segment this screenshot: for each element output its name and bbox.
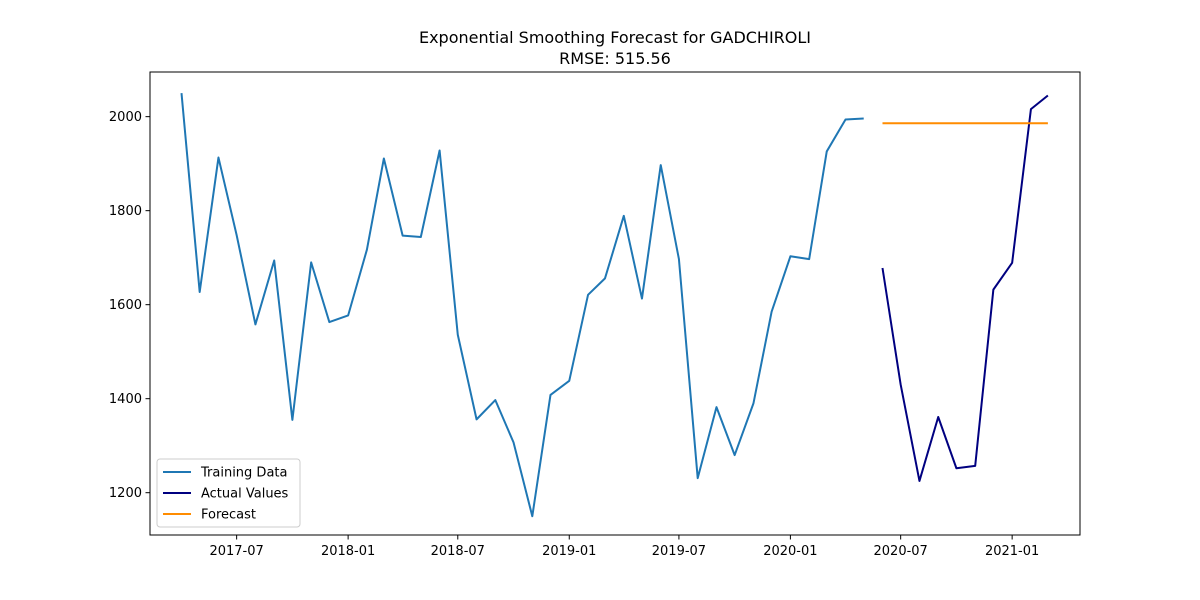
y-tick-label: 1600 [109,298,142,313]
y-tick-label: 1800 [109,204,142,219]
x-tick-label: 2018-07 [431,544,485,559]
plot-area: 2017-07 2018-01 2018-07 2019-01 2019-07 2020-… [109,93,1049,559]
series-line-training-data [180,93,864,518]
x-tick-label: 2019-01 [542,544,596,559]
legend-box [156,458,301,528]
chart-title: Exponential Smoothing Forecast for GADCH… [419,28,811,47]
legend: Training Data Actual Values Forecast [156,458,301,528]
chart-subtitle: RMSE: 515.56 [559,49,671,68]
y-tick-label: 1400 [109,392,142,407]
x-tick-label: 2020-01 [763,544,817,559]
series-line-actual-values [881,94,1049,482]
y-tick-label: 2000 [109,110,142,125]
legend-label: Training Data [200,466,287,481]
x-tick-label: 2021-01 [985,544,1039,559]
y-tick-label: 1200 [109,486,142,501]
axes-frame [149,71,1081,536]
legend-label: Forecast [201,508,256,523]
x-tick-label: 2017-07 [209,544,263,559]
x-tick-label: 2020-07 [874,544,928,559]
x-tick-label: 2019-07 [652,544,706,559]
legend-label: Actual Values [201,487,289,502]
x-tick-label: 2018-01 [321,544,375,559]
